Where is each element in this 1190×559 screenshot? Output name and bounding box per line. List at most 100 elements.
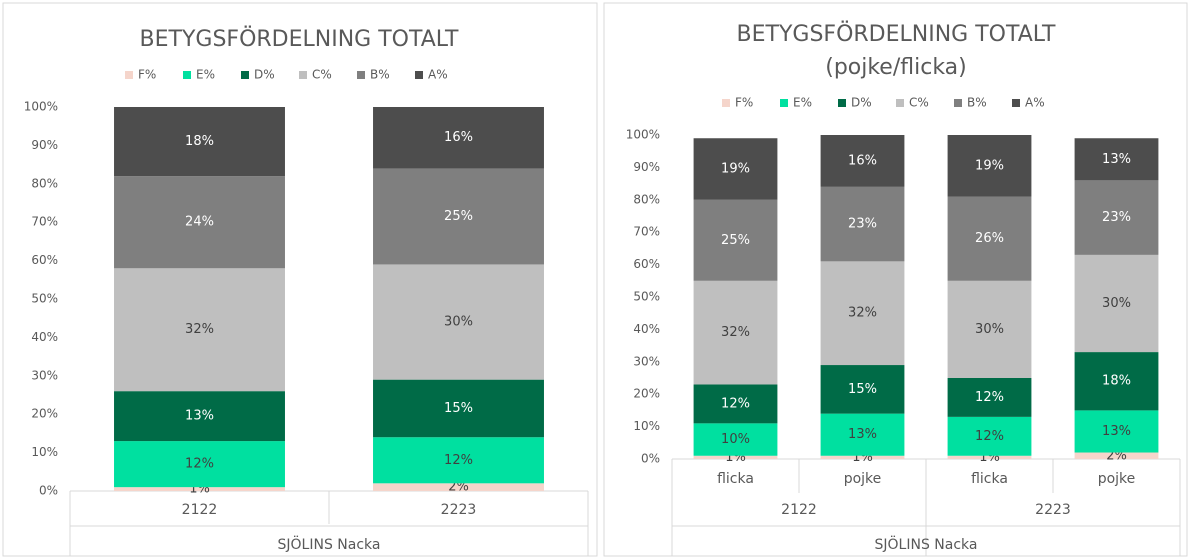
- y-tick-label: 10%: [31, 445, 58, 459]
- legend-swatch: [954, 99, 962, 107]
- legend-label: F%: [735, 96, 753, 110]
- data-label: 23%: [1102, 210, 1131, 225]
- bar-segment: [820, 413, 905, 456]
- bar-segment: [820, 261, 905, 366]
- x-outer-label: SJÖLINS Nacka: [875, 535, 978, 553]
- x-tick-label: pojke: [1098, 471, 1136, 487]
- bar-segment: [947, 378, 1032, 417]
- y-tick-label: 80%: [31, 176, 58, 190]
- chart-title: (pojke/flicka): [825, 55, 967, 80]
- legend-swatch: [183, 71, 191, 79]
- x-group-label: 2223: [1035, 502, 1071, 518]
- data-label: 16%: [444, 130, 473, 145]
- legend-swatch: [722, 99, 730, 107]
- data-label: 12%: [975, 429, 1004, 444]
- x-tick-label: pojke: [844, 471, 882, 487]
- data-label: 18%: [1102, 374, 1131, 389]
- y-tick-label: 60%: [31, 253, 58, 267]
- bar-segment: [114, 441, 285, 488]
- data-label: 25%: [721, 233, 750, 248]
- data-label: 16%: [848, 153, 877, 168]
- x-tick-label: flicka: [717, 471, 754, 487]
- y-tick-label: 30%: [31, 368, 58, 382]
- data-label: 12%: [444, 453, 473, 468]
- data-label: 30%: [444, 315, 473, 330]
- legend-label: D%: [254, 68, 275, 82]
- y-tick-label: 10%: [633, 419, 660, 433]
- data-label: 12%: [721, 396, 750, 411]
- legend-label: A%: [1025, 96, 1045, 110]
- data-label: 10%: [721, 432, 750, 447]
- legend-label: A%: [428, 68, 448, 82]
- bar-segment: [114, 487, 285, 491]
- x-group-label: 2122: [781, 502, 817, 518]
- data-label: 32%: [721, 325, 750, 340]
- y-tick-label: 90%: [633, 160, 660, 174]
- bar-segment: [693, 384, 778, 424]
- data-label: 18%: [185, 134, 214, 149]
- legend-swatch: [1012, 99, 1020, 107]
- x-tick-label: 2122: [182, 502, 218, 518]
- panel-border: [603, 2, 1188, 557]
- bar-segment: [373, 168, 544, 265]
- y-tick-label: 100%: [24, 100, 58, 114]
- data-label: 12%: [975, 390, 1004, 405]
- legend-label: F%: [138, 68, 156, 82]
- bar-segment: [693, 423, 778, 456]
- data-label: 19%: [975, 158, 1004, 173]
- y-tick-label: 70%: [31, 215, 58, 229]
- bar-segment: [114, 176, 285, 269]
- y-tick-label: 60%: [633, 257, 660, 271]
- data-label: 2%: [448, 480, 469, 495]
- data-label: 15%: [444, 401, 473, 416]
- data-label: 13%: [185, 409, 214, 424]
- y-tick-label: 40%: [31, 330, 58, 344]
- bar-segment: [693, 280, 778, 385]
- bar-segment: [947, 455, 1032, 459]
- y-tick-label: 70%: [633, 225, 660, 239]
- bar-segment: [947, 135, 1032, 197]
- bar-segment: [114, 268, 285, 392]
- y-tick-label: 0%: [641, 452, 660, 466]
- bar-segment: [693, 138, 778, 200]
- bar-segment: [1074, 410, 1159, 453]
- bar-segment: [373, 107, 544, 169]
- x-tick-label: 2223: [441, 502, 477, 518]
- data-label: 13%: [1102, 152, 1131, 167]
- bar-segment: [947, 416, 1032, 456]
- data-label: 32%: [848, 306, 877, 321]
- y-tick-label: 90%: [31, 138, 58, 152]
- bar-segment: [373, 379, 544, 438]
- y-tick-label: 40%: [633, 322, 660, 336]
- bar-segment: [114, 391, 285, 442]
- bar-segment: [693, 455, 778, 459]
- data-label: 23%: [848, 217, 877, 232]
- data-label: 19%: [721, 162, 750, 177]
- bar-segment: [947, 196, 1032, 281]
- legend-label: B%: [967, 96, 987, 110]
- y-tick-label: 100%: [626, 128, 660, 142]
- data-label: 30%: [1102, 296, 1131, 311]
- legend-swatch: [415, 71, 423, 79]
- y-tick-label: 50%: [633, 290, 660, 304]
- legend-swatch: [838, 99, 846, 107]
- bar-segment: [1074, 452, 1159, 459]
- chart-title: BETYGSFÖRDELNING TOTALT: [140, 26, 459, 52]
- bar-segment: [1074, 138, 1159, 181]
- bar-segment: [820, 186, 905, 262]
- data-label: 13%: [848, 427, 877, 442]
- bar-segment: [373, 264, 544, 380]
- data-label: 30%: [975, 322, 1004, 337]
- y-tick-label: 30%: [633, 354, 660, 368]
- y-tick-label: 20%: [31, 407, 58, 421]
- panel-border: [2, 2, 598, 557]
- legend-label: E%: [196, 68, 215, 82]
- legend-swatch: [780, 99, 788, 107]
- legend-label: B%: [370, 68, 390, 82]
- chart-title: BETYGSFÖRDELNING TOTALT: [737, 21, 1056, 47]
- bar-segment: [373, 483, 544, 491]
- legend-swatch: [299, 71, 307, 79]
- legend-swatch: [896, 99, 904, 107]
